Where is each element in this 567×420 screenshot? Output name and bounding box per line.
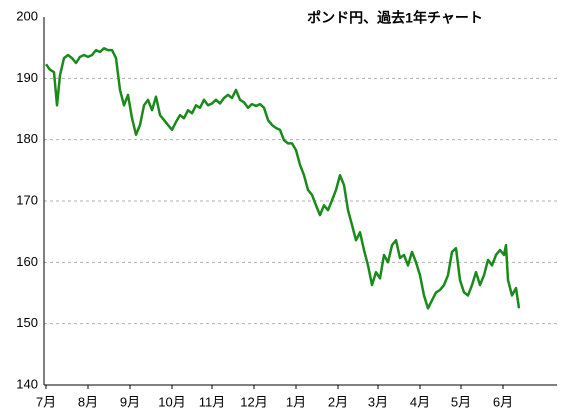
x-tick-label: 10月 <box>158 394 185 409</box>
x-tick-label: 9月 <box>120 394 140 409</box>
x-tick-label: 3月 <box>368 394 388 409</box>
y-tick-label: 150 <box>16 315 38 330</box>
price-line <box>44 47 521 310</box>
y-tick-label: 160 <box>16 254 38 269</box>
y-tick-label: 170 <box>16 192 38 207</box>
x-tick-label: 11月 <box>199 394 226 409</box>
y-tick-label: 180 <box>16 131 38 146</box>
y-tick-label: 140 <box>16 376 38 391</box>
y-tick-label: 190 <box>16 70 38 85</box>
x-tick-label: 1月 <box>286 394 306 409</box>
x-tick-label: 6月 <box>493 394 513 409</box>
x-tick-label: 12月 <box>240 394 267 409</box>
x-tick-label: 8月 <box>78 394 98 409</box>
x-tick-label: 2月 <box>328 394 348 409</box>
x-tick-label: 7月 <box>36 394 56 409</box>
chart-title: ポンド円、過去1年チャート <box>307 10 483 26</box>
x-tick-label: 4月 <box>410 394 430 409</box>
y-tick-label: 200 <box>16 8 38 23</box>
x-tick-label: 5月 <box>451 394 471 409</box>
